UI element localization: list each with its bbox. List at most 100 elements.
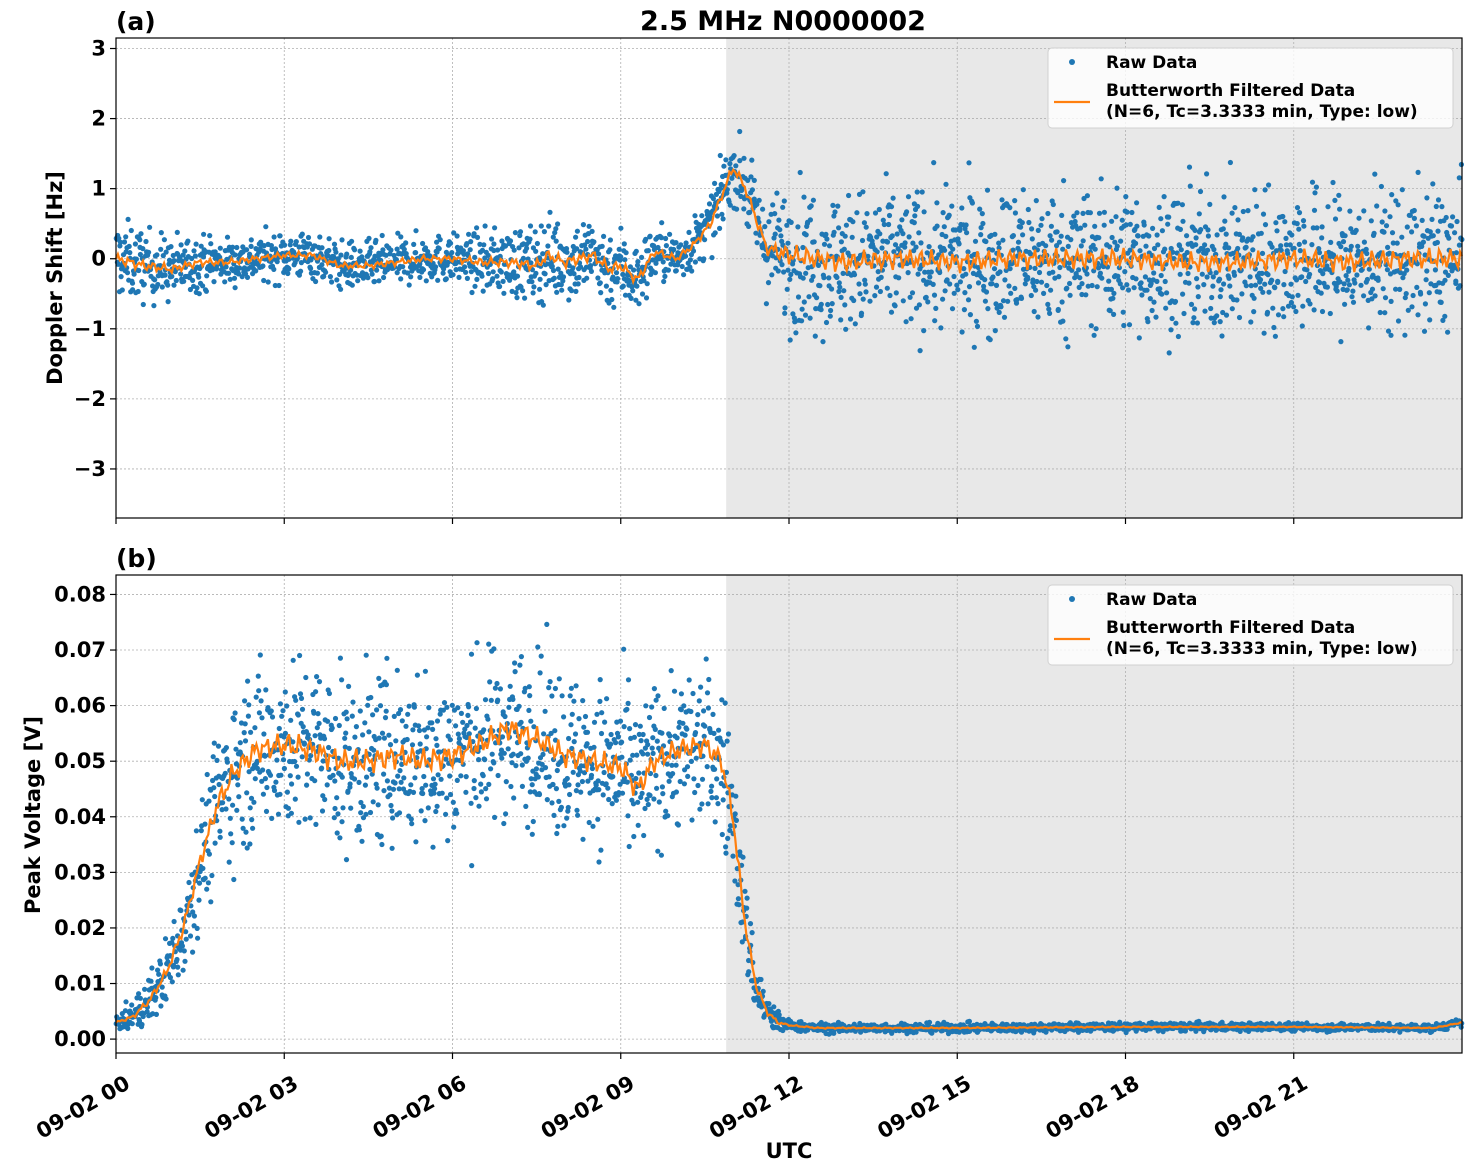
raw-data-point <box>381 771 387 777</box>
raw-data-point <box>1151 245 1158 252</box>
raw-data-point <box>829 286 835 292</box>
raw-data-point <box>1032 265 1038 271</box>
raw-data-point <box>443 276 449 282</box>
raw-data-point <box>334 795 340 801</box>
raw-data-point <box>423 278 429 284</box>
raw-data-point <box>400 264 406 270</box>
raw-data-point <box>139 1021 145 1028</box>
raw-data-point <box>1399 234 1405 240</box>
raw-data-point <box>1350 288 1356 294</box>
raw-data-point <box>537 276 543 282</box>
raw-data-point <box>738 193 744 199</box>
raw-data-point <box>486 641 492 647</box>
raw-data-point <box>966 1018 973 1024</box>
raw-data-point <box>229 840 235 846</box>
raw-data-point <box>276 725 282 732</box>
raw-data-point <box>1120 309 1126 315</box>
raw-data-point <box>931 160 937 166</box>
raw-data-point <box>917 348 923 354</box>
raw-data-point <box>1415 312 1421 318</box>
raw-data-point <box>531 724 537 730</box>
raw-data-point <box>388 802 394 809</box>
raw-data-point <box>904 209 910 215</box>
raw-data-point <box>200 283 206 289</box>
raw-data-point <box>635 799 641 805</box>
raw-data-point <box>191 248 197 254</box>
raw-data-point <box>368 694 374 701</box>
raw-data-point <box>287 773 293 779</box>
raw-data-point <box>535 644 541 650</box>
raw-data-point <box>204 886 210 892</box>
raw-data-point <box>1199 271 1205 277</box>
raw-data-point <box>1097 270 1103 276</box>
raw-data-point <box>519 762 525 768</box>
raw-data-point <box>1338 339 1344 345</box>
raw-data-point <box>1087 210 1093 216</box>
raw-data-point <box>989 247 996 253</box>
raw-data-point <box>525 755 531 761</box>
raw-data-point <box>210 754 216 760</box>
raw-data-point <box>619 754 625 760</box>
raw-data-point <box>1350 299 1357 305</box>
raw-data-point <box>383 252 389 258</box>
raw-data-point <box>1251 295 1257 301</box>
raw-data-point <box>727 202 733 208</box>
raw-data-point <box>1281 314 1287 320</box>
raw-data-point <box>480 773 486 779</box>
raw-data-point <box>513 290 519 296</box>
raw-data-point <box>943 181 949 187</box>
raw-data-point <box>420 790 426 797</box>
raw-data-point <box>581 724 587 730</box>
legend-filtered-label: Butterworth Filtered Data <box>1106 81 1355 101</box>
raw-data-point <box>716 727 722 733</box>
raw-data-point <box>913 244 919 250</box>
raw-data-point <box>434 803 440 809</box>
raw-data-point <box>537 670 543 676</box>
raw-data-point <box>307 815 313 821</box>
raw-data-point <box>1271 324 1277 331</box>
raw-data-point <box>921 328 927 334</box>
raw-data-point <box>514 295 520 301</box>
raw-data-point <box>572 731 579 737</box>
raw-data-point <box>1347 208 1353 214</box>
raw-data-point <box>421 773 427 780</box>
raw-data-point <box>363 652 369 658</box>
raw-data-point <box>254 758 260 764</box>
raw-data-point <box>1065 344 1071 350</box>
raw-data-point <box>1281 282 1287 288</box>
raw-data-point <box>818 301 824 307</box>
raw-data-point <box>621 724 627 730</box>
raw-data-point <box>282 242 288 248</box>
raw-data-point <box>577 768 583 774</box>
raw-data-point <box>1030 277 1036 283</box>
raw-data-point <box>1426 290 1432 296</box>
raw-data-point <box>1085 283 1091 289</box>
raw-data-point <box>435 772 441 778</box>
raw-data-point <box>214 757 220 764</box>
raw-data-point <box>584 275 590 281</box>
raw-data-point <box>1300 303 1306 309</box>
raw-data-point <box>723 157 729 163</box>
raw-data-point <box>941 224 947 230</box>
raw-data-point <box>659 220 665 226</box>
y-tick-label: 1 <box>91 177 106 201</box>
raw-data-point <box>615 276 621 282</box>
raw-data-point <box>485 716 491 722</box>
raw-data-point <box>169 979 175 985</box>
raw-data-point <box>319 765 325 771</box>
raw-data-point <box>618 225 624 231</box>
raw-data-point <box>1229 210 1235 216</box>
raw-data-point <box>799 306 805 312</box>
raw-data-point <box>1047 310 1053 316</box>
raw-data-point <box>186 879 192 886</box>
raw-data-point <box>240 840 247 846</box>
raw-data-point <box>978 225 984 231</box>
raw-data-point <box>1048 287 1054 293</box>
raw-data-point <box>949 203 955 209</box>
raw-data-point <box>1049 237 1055 243</box>
raw-data-point <box>560 278 566 284</box>
raw-data-point <box>720 216 726 222</box>
raw-data-point <box>1002 277 1008 283</box>
raw-data-point <box>951 273 957 280</box>
raw-data-point <box>1072 218 1078 225</box>
